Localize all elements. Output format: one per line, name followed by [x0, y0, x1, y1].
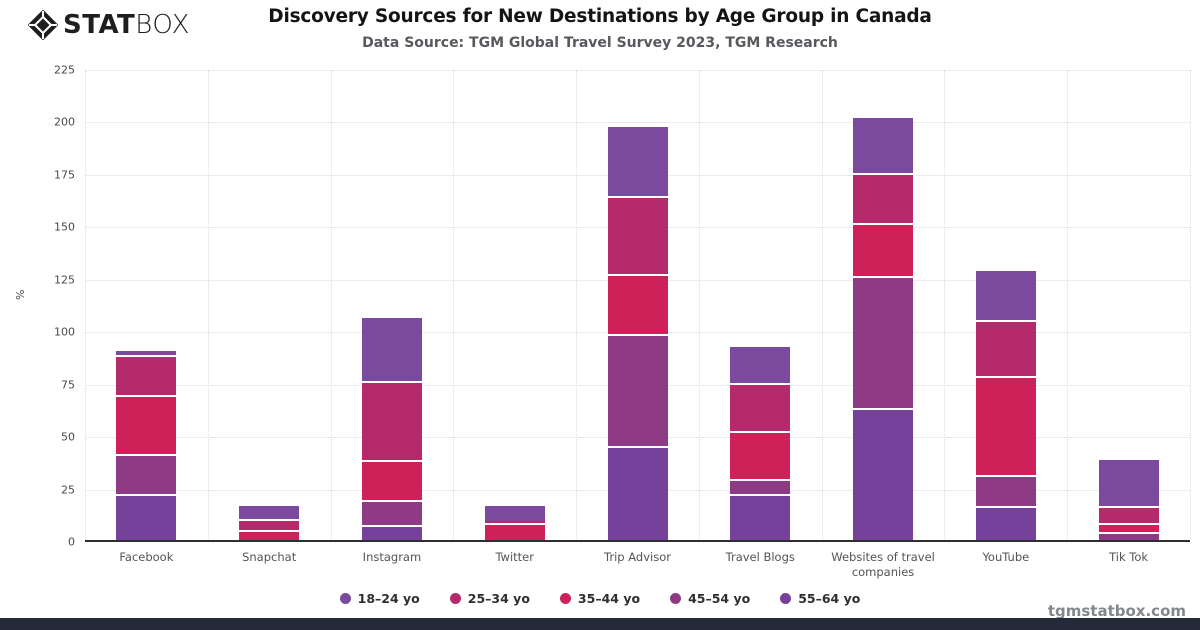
- bar-segment: [730, 346, 791, 383]
- logo-box: BOX: [135, 10, 190, 40]
- bottom-accent-bar: [0, 618, 1200, 630]
- bar-segment: [361, 382, 422, 461]
- bar-segment: [239, 531, 300, 540]
- category-separator: [1190, 70, 1191, 540]
- x-category-label: Snapchat: [242, 550, 297, 564]
- y-tick-label: 175: [54, 168, 75, 182]
- bar-segment: [1098, 525, 1159, 532]
- bar-segment: [116, 456, 177, 494]
- bar-segment: [853, 118, 914, 173]
- bar-segment: [730, 495, 791, 540]
- bar-segment: [853, 409, 914, 540]
- chart-subtitle: Data Source: TGM Global Travel Survey 20…: [362, 35, 838, 51]
- x-category-label: Travel Blogs: [725, 550, 795, 564]
- legend-item: 35–44 yo: [559, 591, 641, 606]
- bar-segment: [975, 271, 1036, 320]
- category-separator: [698, 70, 700, 540]
- x-category-label: YouTube: [982, 550, 1030, 564]
- legend-item: 45–54 yo: [670, 591, 750, 606]
- bar-segment: [975, 378, 1036, 475]
- chart-title: Discovery Sources for New Destinations b…: [268, 6, 932, 27]
- bar-segment: [607, 126, 668, 196]
- legend-item: 25–34 yo: [449, 591, 530, 606]
- legend-label: 55–64 yo: [798, 591, 861, 606]
- bar-segment: [730, 384, 791, 431]
- gridline: [85, 122, 1190, 124]
- y-tick-label: 200: [54, 115, 75, 129]
- category-separator: [330, 70, 332, 540]
- bar-segment: [853, 225, 914, 276]
- category-separator: [1067, 70, 1069, 540]
- gridline: [85, 70, 1190, 71]
- y-tick-label: 100: [54, 325, 75, 339]
- x-category-label: Websites of travel companies: [831, 550, 935, 579]
- legend: 18–24 yo 25–34 yo 35–44 yo 45–54 yo 55–64 yo: [0, 591, 1200, 606]
- legend-dot-icon: [449, 593, 461, 604]
- legend-dot-icon: [780, 593, 792, 604]
- bar-segment: [975, 508, 1036, 540]
- bar-segment: [607, 447, 668, 540]
- legend-label: 45–54 yo: [688, 591, 751, 606]
- bar-segment: [975, 476, 1036, 507]
- plot-area: 0 25 50 75 100 125 150 175 200 225 Facebook Snapcha…: [54, 64, 1191, 579]
- statbox-logo: STATBOX: [28, 10, 190, 40]
- x-category-label: Facebook: [119, 550, 174, 564]
- bar-segment: [116, 397, 177, 454]
- y-tick-label: 225: [54, 63, 75, 77]
- category-separator: [576, 70, 578, 540]
- y-tick-label: 125: [54, 273, 75, 287]
- bar-segment: [730, 432, 791, 480]
- category-separator: [207, 70, 209, 540]
- bar-segment: [116, 357, 177, 396]
- y-tick-label: 0: [68, 535, 75, 549]
- statbox-diamond-icon: [28, 10, 58, 40]
- y-tick-label: 25: [61, 483, 75, 497]
- legend-item: 55–64 yo: [780, 591, 860, 606]
- legend-item: 18–24 yo: [339, 591, 420, 606]
- watermark: tgmstatbox.com: [1047, 602, 1186, 620]
- bar-segment: [607, 197, 668, 274]
- bar-segment: [361, 317, 422, 381]
- legend-dot-icon: [670, 593, 682, 604]
- bar-segment: [1098, 508, 1159, 524]
- y-tick-label: 75: [61, 378, 75, 392]
- x-category-label: Tik Tok: [1109, 550, 1149, 564]
- bar-segment: [730, 481, 791, 494]
- legend-label: 18–24 yo: [357, 591, 420, 606]
- legend-label: 25–34 yo: [467, 591, 530, 606]
- logo-stat: STAT: [63, 10, 136, 40]
- bar-segment: [484, 525, 545, 540]
- category-separator: [944, 70, 946, 540]
- legend-dot-icon: [559, 593, 571, 604]
- bar-segment: [607, 275, 668, 335]
- y-tick-label: 150: [54, 220, 75, 234]
- bar-segment: [484, 506, 545, 522]
- bar-segment: [607, 336, 668, 446]
- bar-segment: [484, 520, 545, 524]
- bar-segment: [1098, 460, 1159, 507]
- legend-label: 35–44 yo: [577, 591, 641, 606]
- bar-segment: [361, 502, 422, 526]
- category-separator: [85, 70, 86, 540]
- x-category-label: Instagram: [362, 550, 422, 564]
- x-category-label: Twitter: [495, 550, 534, 564]
- bar-segment: [239, 506, 300, 520]
- category-separator: [821, 70, 823, 540]
- y-axis-label: %: [14, 289, 27, 300]
- bar-segment: [116, 351, 177, 356]
- statbox-logo-text: STATBOX: [63, 10, 190, 40]
- bar-segment: [853, 174, 914, 224]
- x-category-label: Trip Advisor: [604, 550, 671, 564]
- bar-segment: [239, 521, 300, 530]
- bar-segment: [361, 462, 422, 501]
- bar-segment: [975, 321, 1036, 377]
- bar-segment: [116, 495, 177, 540]
- y-tick-label: 50: [61, 430, 75, 444]
- category-separator: [453, 70, 455, 540]
- bar-segment: [1098, 533, 1159, 540]
- legend-dot-icon: [339, 593, 351, 604]
- bar-segment: [361, 527, 422, 540]
- bar-segment: [853, 277, 914, 408]
